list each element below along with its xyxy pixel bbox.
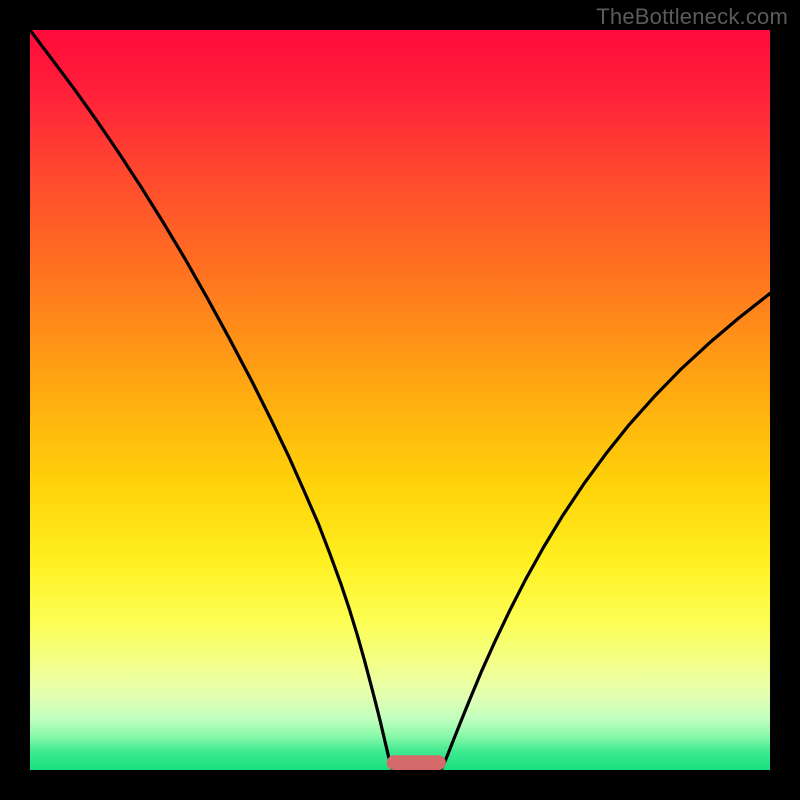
plot-background: [30, 30, 770, 770]
watermark-label: TheBottleneck.com: [596, 4, 788, 30]
chart-container: TheBottleneck.com: [0, 0, 800, 800]
bottleneck-chart: [0, 0, 800, 800]
bottleneck-marker: [387, 755, 446, 770]
